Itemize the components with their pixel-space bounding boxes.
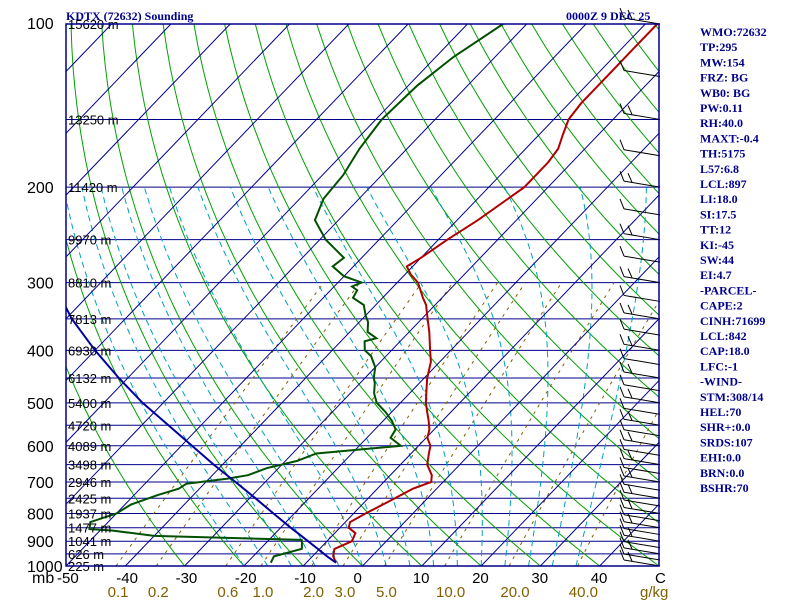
mixing-ratio-tick-label: 5.0 [376,584,397,600]
mixing-ratio-tick-label: 0.2 [148,584,169,600]
index-item: STM:308/14 [700,390,763,404]
index-item: LCL:897 [700,177,747,191]
index-item: SI:17.5 [700,207,736,221]
index-item: L57:6.8 [700,162,739,176]
height-label: 1937 m [68,506,111,521]
pressure-tick-label: 800 [27,506,54,523]
index-item: LFC:-1 [700,359,738,373]
index-item: BSHR:70 [700,481,749,495]
mixing-ratio-tick-label: 1.0 [252,584,273,600]
chart-time: 0000Z 9 DEC 25 [566,9,650,23]
height-label: 5400 m [68,396,111,411]
mixing-ratio-tick-label: 2.0 [303,584,324,600]
index-item: -PARCEL- [700,283,756,297]
index-item: LI:18.0 [700,192,738,206]
index-item: -WIND- [700,375,742,389]
index-item: TP:295 [700,40,737,54]
pressure-tick-label: 200 [27,180,54,197]
mixing-ratio-tick-label: 0.6 [217,584,238,600]
index-item: FRZ: BG [700,71,748,85]
index-item: TH:5175 [700,147,745,161]
temperature-tick-label: -50 [57,570,79,587]
mixing-ratio-tick-label: 0.1 [108,584,129,600]
index-item: CAP:18.0 [700,344,750,358]
pressure-tick-label: 500 [27,396,54,413]
pressure-tick-label: 900 [27,534,54,551]
index-item: LCL:842 [700,329,747,343]
index-item: BRN:0.0 [700,466,744,480]
mixing-ratio-tick-label: 10.0 [436,584,465,600]
index-item: TT:12 [700,223,731,237]
temperature-tick-label: 20 [472,570,489,587]
pressure-tick-label: 400 [27,343,54,360]
index-item: CINH:71699 [700,314,765,328]
height-label: 9970 m [68,233,111,248]
index-item: PW:0.11 [700,101,743,115]
index-item: HEL:70 [700,405,741,419]
height-label: 4720 m [68,418,111,433]
temperature-tick-label: 10 [413,570,430,587]
index-item: SRDS:107 [700,435,753,449]
pressure-tick-label: 600 [27,439,54,456]
index-item: MAXT:-0.4 [700,131,759,145]
index-item: WB0: BG [700,86,750,100]
mixing-ratio-tick-label: 20.0 [500,584,529,600]
height-label: 7813 m [68,312,111,327]
mixing-ratio-tick-label: 3.0 [334,584,355,600]
height-label: 6930 m [68,343,111,358]
mixing-ratio-tick-label: 40.0 [569,584,598,600]
index-item: EHI:0.0 [700,451,741,465]
index-item: SW:44 [700,253,734,267]
height-label: 2946 m [68,475,111,490]
height-label: 6132 m [68,371,111,386]
index-item: SHR+:0.0 [700,420,751,434]
index-item: MW:154 [700,55,745,69]
pressure-tick-label: 700 [27,475,54,492]
pressure-tick-label: 300 [27,276,54,293]
temperature-tick-label: -30 [176,570,198,587]
chart-title: KDTX (72632) Sounding [66,9,193,23]
height-label: 11420 m [68,180,118,195]
index-item: KI:-45 [700,238,734,252]
height-label: 13250 m [68,112,119,127]
mixing-ratio-axis-label: g/kg [640,584,668,600]
index-item: EI:4.7 [700,268,732,282]
height-label: 3498 m [68,458,111,473]
index-item: RH:40.0 [700,116,743,130]
height-label: 4089 m [68,439,111,454]
pressure-axis-label: mb [32,570,54,587]
pressure-tick-label: 100 [27,16,54,33]
index-item: CAPE:2 [700,299,743,313]
index-item: WMO:72632 [700,25,767,39]
height-label: 8810 m [68,276,111,291]
height-label: 2425 m [68,491,111,506]
temperature-tick-label: 30 [531,570,548,587]
